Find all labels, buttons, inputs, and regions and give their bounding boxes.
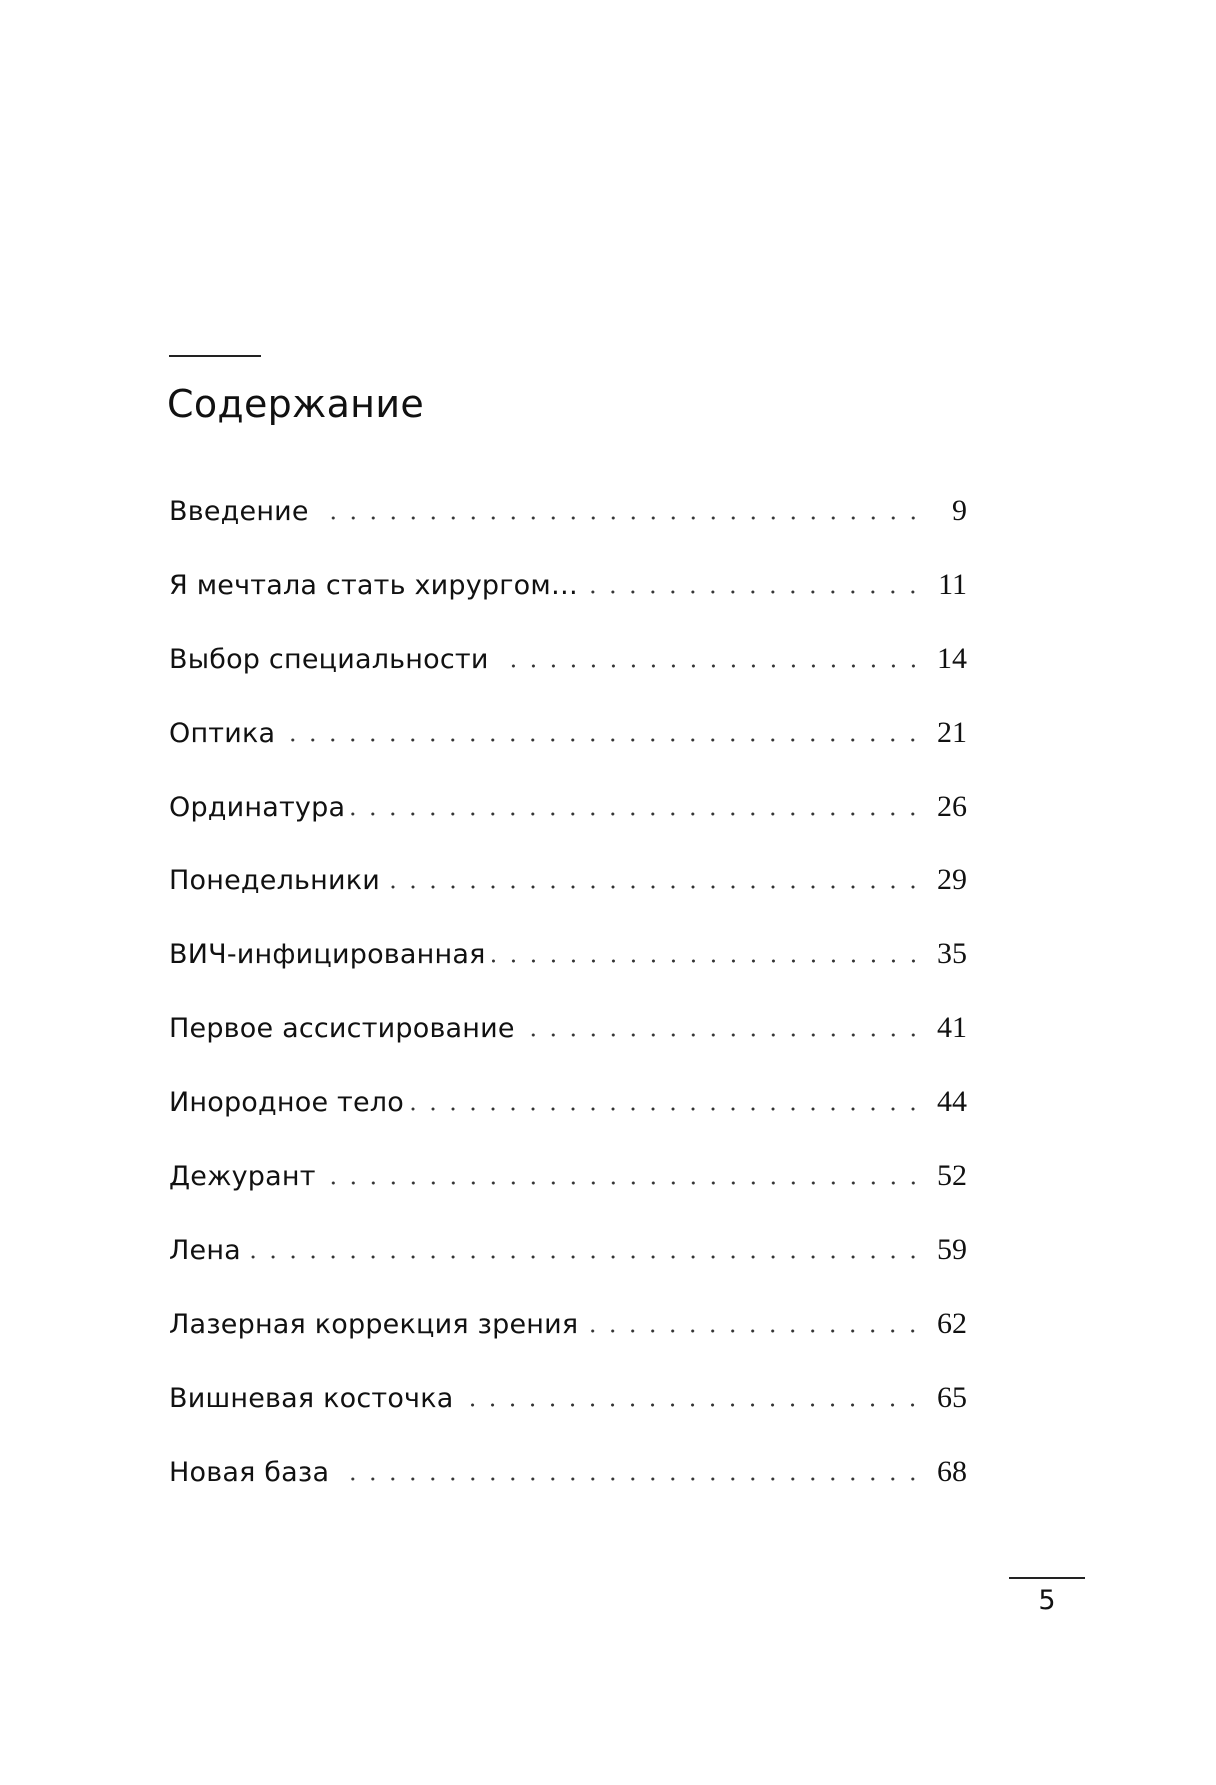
toc-entry-title: Понедельники xyxy=(169,865,380,897)
dot-leader xyxy=(459,1402,923,1407)
toc-entry-title: ВИЧ-инфицированная xyxy=(169,939,486,971)
toc-entry-page: 41 xyxy=(937,1011,967,1045)
toc-entry-title: Введение xyxy=(169,496,309,527)
folio-rule xyxy=(1009,1577,1085,1579)
toc-entry-page: 44 xyxy=(937,1085,967,1119)
dot-leader xyxy=(491,959,923,964)
dot-leader xyxy=(494,663,923,668)
toc-entry-title: Первое ассистирование xyxy=(169,1013,515,1045)
toc-entry-page: 35 xyxy=(937,937,967,971)
dot-leader xyxy=(314,516,923,520)
toc-entry-page: 29 xyxy=(937,863,967,897)
toc-entry-page: 52 xyxy=(937,1159,967,1193)
toc-entry-title: Ординатура xyxy=(169,791,346,823)
toc-entry-page: 21 xyxy=(937,715,967,749)
toc-entry-title: Новая база xyxy=(169,1456,330,1488)
toc-entry-page: 9 xyxy=(952,494,967,527)
title-rule xyxy=(169,355,261,357)
toc-entry[interactable]: Лазерная коррекция зрения 62 xyxy=(169,1307,967,1381)
dot-leader xyxy=(281,737,923,742)
toc-entry-page: 65 xyxy=(937,1380,967,1414)
toc-entry-page: 11 xyxy=(938,567,967,601)
toc-entry-title: Лазерная коррекция зрения xyxy=(169,1308,579,1340)
toc-entry[interactable]: ВИЧ-инфицированная 35 xyxy=(169,937,967,1011)
toc-entry-page: 62 xyxy=(937,1306,967,1340)
toc-entry[interactable]: Инородное тело 44 xyxy=(169,1085,967,1159)
toc-entry[interactable]: Ординатура 26 xyxy=(169,790,967,864)
dot-leader xyxy=(246,1254,923,1259)
toc-entry[interactable]: Вишневая косточка 65 xyxy=(169,1381,967,1455)
page-number: 5 xyxy=(1038,1585,1056,1616)
dot-leader xyxy=(409,1107,923,1112)
toc-entry-title: Я мечтала стать хирургом… xyxy=(169,569,579,601)
toc-entry-title: Оптика xyxy=(169,717,276,749)
dot-leader xyxy=(335,1476,923,1481)
table-of-contents: Введение 9 Я мечтала стать хирургом… 11 Выбо… xyxy=(169,494,967,1528)
toc-entry[interactable]: Я мечтала стать хирургом… 11 xyxy=(169,568,967,642)
dot-leader xyxy=(321,1181,923,1186)
toc-entry-title: Инородное тело xyxy=(169,1087,404,1119)
toc-entry[interactable]: Первое ассистирование 41 xyxy=(169,1011,967,1085)
toc-entry[interactable]: Новая база 68 xyxy=(169,1455,967,1529)
toc-entry-page: 68 xyxy=(937,1454,967,1488)
toc-entry[interactable]: Лена 59 xyxy=(169,1233,967,1307)
toc-entry[interactable]: Оптика 21 xyxy=(169,716,967,790)
toc-entry-title: Выбор специальности xyxy=(169,643,489,675)
dot-leader xyxy=(386,885,923,890)
toc-entry-title: Лена xyxy=(169,1234,241,1266)
toc-entry[interactable]: Выбор специальности 14 xyxy=(169,642,967,716)
dot-leader xyxy=(584,1328,923,1333)
toc-entry-page: 14 xyxy=(937,641,967,675)
toc-entry-title: Вишневая косточка xyxy=(169,1382,454,1414)
dot-leader xyxy=(584,589,923,594)
dot-leader xyxy=(520,1033,923,1038)
toc-entry-page: 26 xyxy=(937,789,967,823)
dot-leader xyxy=(351,811,923,816)
toc-entry-page: 59 xyxy=(937,1232,967,1266)
toc-entry[interactable]: Дежурант 52 xyxy=(169,1159,967,1233)
toc-entry[interactable]: Понедельники 29 xyxy=(169,863,967,937)
toc-entry[interactable]: Введение 9 xyxy=(169,494,967,568)
toc-entry-title: Дежурант xyxy=(169,1161,316,1193)
page-title: Содержание xyxy=(167,382,424,426)
